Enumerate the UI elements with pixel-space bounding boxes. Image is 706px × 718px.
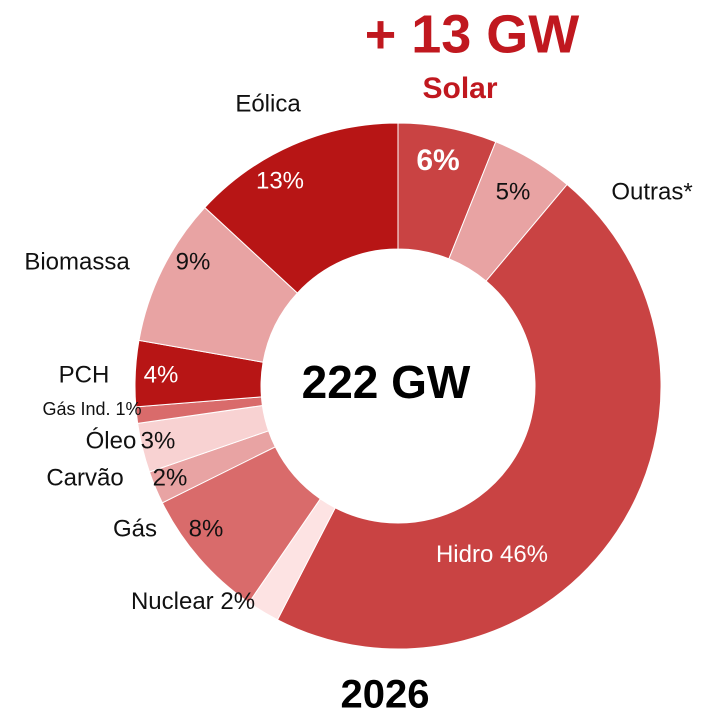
value-label: 9%: [176, 248, 211, 275]
value-label: 3%: [141, 427, 176, 454]
segment-label: Nuclear 2%: [131, 588, 255, 615]
category-label: Eólica: [235, 90, 301, 117]
value-label: 6%: [416, 144, 459, 177]
value-label: 2%: [153, 464, 188, 491]
value-label: 5%: [496, 178, 531, 205]
category-label: Gás Ind.: [42, 399, 110, 419]
category-label: Biomassa: [24, 248, 130, 275]
value-label: 8%: [189, 515, 224, 542]
category-label: PCH: [59, 361, 110, 388]
segment-label: Gás Ind. 1%: [42, 399, 141, 419]
category-label: Gás: [113, 515, 157, 542]
category-label: Outras*: [611, 178, 692, 205]
value-label: 46%: [500, 541, 548, 568]
category-label: Solar: [422, 72, 497, 105]
chart-title: 2026: [341, 673, 430, 717]
donut-segment: [204, 122, 399, 294]
value-label: 13%: [256, 167, 304, 194]
center-label: 222 GW: [302, 356, 471, 408]
category-label: Carvão: [46, 464, 123, 491]
value-label: 1%: [116, 399, 142, 419]
donut-segment: [276, 183, 662, 650]
value-label: 2%: [220, 588, 255, 615]
value-label: 4%: [144, 361, 179, 388]
category-label: Óleo: [86, 427, 137, 454]
segment-label: Hidro 46%: [436, 541, 548, 568]
category-label: Hidro: [436, 541, 493, 568]
category-label: Nuclear: [131, 588, 214, 615]
annotation: + 13 GW: [365, 4, 580, 64]
